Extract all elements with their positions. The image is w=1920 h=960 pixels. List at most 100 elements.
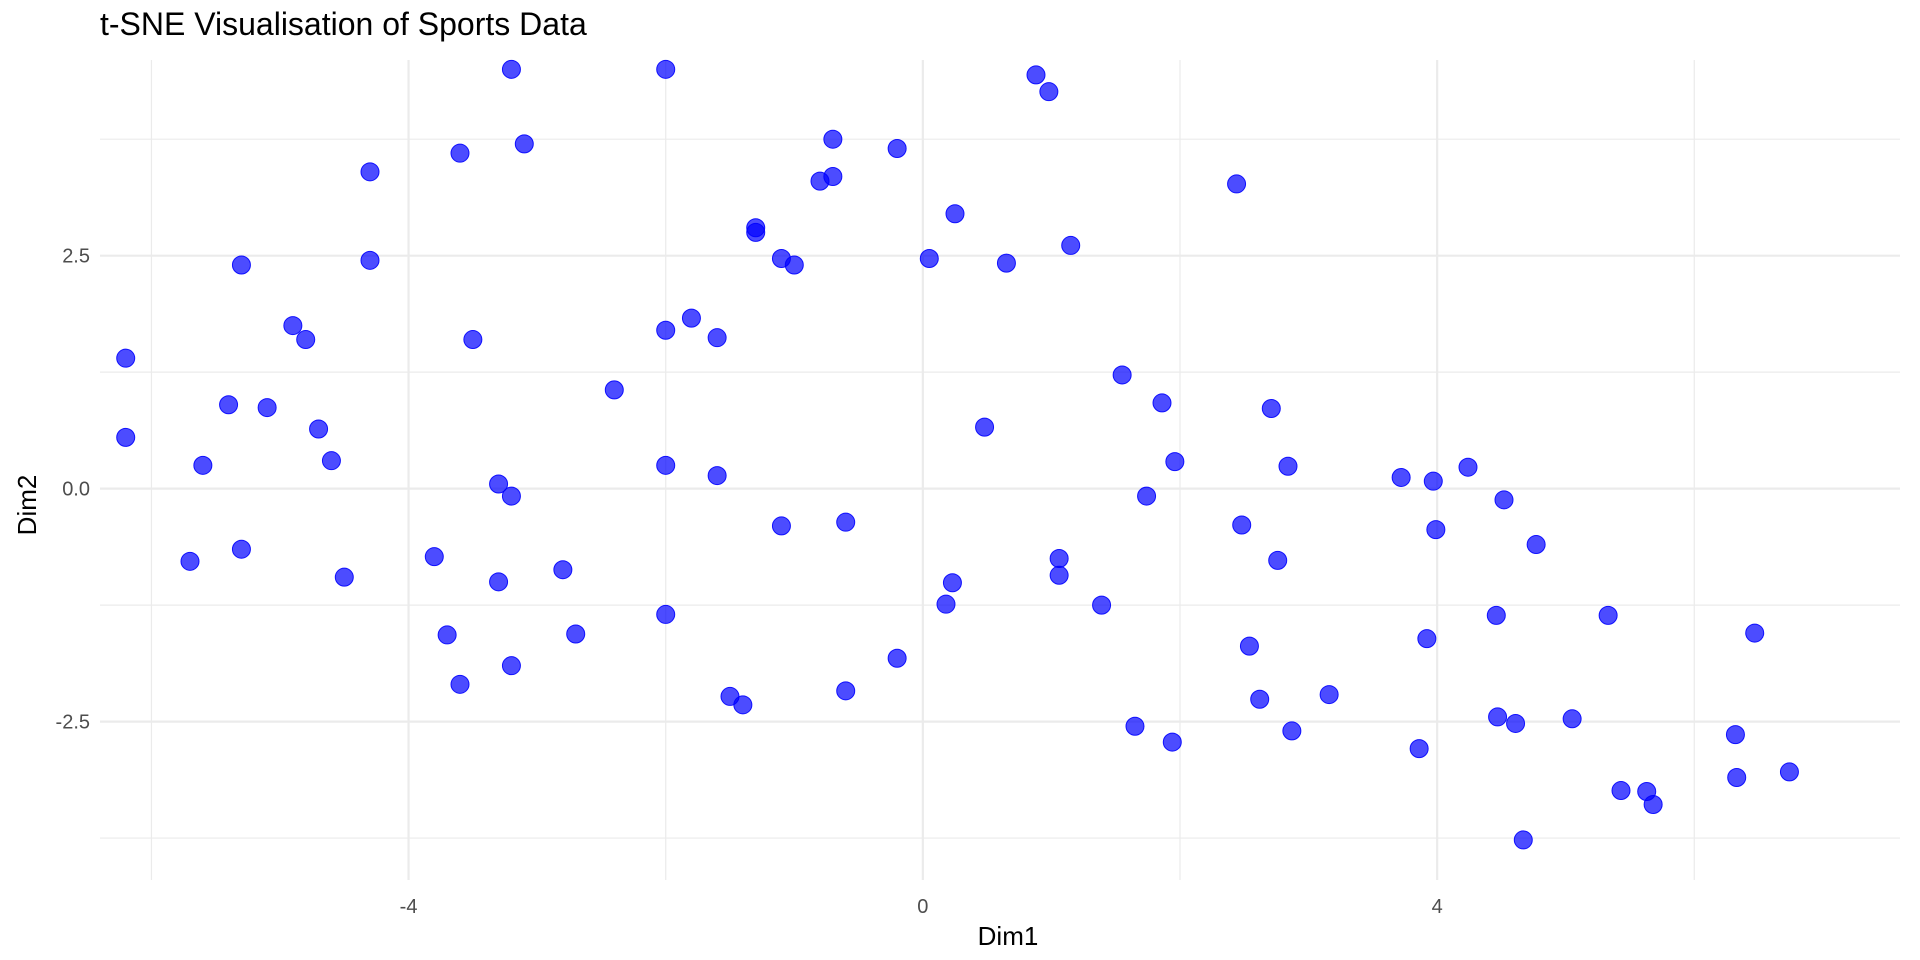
data-point <box>514 134 534 154</box>
data-point <box>1268 550 1288 570</box>
data-point <box>1391 467 1411 487</box>
data-point <box>1319 685 1339 705</box>
data-point <box>1250 689 1270 709</box>
data-point <box>746 218 766 238</box>
y-axis-title: Dim2 <box>12 475 42 536</box>
data-point <box>1232 515 1252 535</box>
data-point <box>437 625 457 645</box>
data-point <box>1261 399 1281 418</box>
data-point <box>231 539 251 559</box>
data-point <box>1562 709 1582 729</box>
data-point <box>450 674 470 694</box>
x-tick-label: -4 <box>400 896 418 918</box>
data-point <box>784 255 804 275</box>
data-point <box>887 139 907 159</box>
data-point <box>823 129 843 149</box>
data-point <box>681 308 701 328</box>
data-point <box>1112 365 1132 385</box>
data-point <box>1049 549 1069 569</box>
data-point <box>463 330 483 350</box>
data-point <box>1282 721 1302 741</box>
data-point <box>296 330 316 350</box>
data-point <box>553 560 573 580</box>
data-point <box>1486 605 1506 625</box>
data-point <box>936 594 956 614</box>
data-point <box>1026 65 1046 85</box>
data-point <box>321 451 341 471</box>
data-point <box>450 143 470 163</box>
data-point <box>219 395 239 415</box>
data-point <box>1727 768 1747 787</box>
data-point <box>1061 235 1081 255</box>
data-point <box>1506 713 1526 733</box>
data-point <box>1417 629 1437 649</box>
data-point <box>1278 456 1298 476</box>
data-point <box>942 573 962 593</box>
data-point <box>919 248 939 268</box>
data-point <box>1513 830 1533 850</box>
x-axis-ticks: -4 0 4 <box>400 896 1443 918</box>
data-point <box>1488 707 1508 727</box>
data-point <box>566 624 586 644</box>
data-point <box>501 486 521 506</box>
data-point <box>1125 716 1145 736</box>
data-point <box>1426 520 1446 540</box>
data-point <box>360 162 380 182</box>
y-tick-label: -2.5 <box>56 712 90 734</box>
y-tick-label: 2.5 <box>62 246 90 268</box>
data-point <box>1745 623 1765 643</box>
data-point <box>501 59 521 79</box>
data-point <box>1409 739 1429 759</box>
data-point <box>996 253 1016 273</box>
data-point <box>707 466 727 486</box>
data-point <box>1039 82 1059 102</box>
data-point <box>1152 393 1172 413</box>
data-point <box>656 59 676 79</box>
data-point <box>823 166 843 186</box>
major-gridlines <box>100 60 1900 880</box>
data-point <box>975 417 995 437</box>
data-point <box>1494 490 1514 510</box>
plot-background <box>100 60 1900 880</box>
data-point <box>116 427 136 447</box>
x-tick-label: 0 <box>917 896 928 918</box>
data-point <box>231 255 251 275</box>
data-point <box>1227 174 1247 194</box>
data-point <box>604 380 624 400</box>
data-point <box>1137 486 1157 506</box>
data-point <box>424 547 444 567</box>
data-point <box>193 455 213 475</box>
y-axis-ticks: -2.5 0.0 2.5 <box>56 246 90 734</box>
data-point <box>836 681 856 701</box>
data-point <box>1725 725 1745 745</box>
data-point <box>887 648 907 668</box>
data-point <box>656 604 676 624</box>
data-point <box>334 567 354 587</box>
data-point <box>707 328 727 348</box>
data-point <box>309 419 329 439</box>
data-point <box>656 455 676 475</box>
x-tick-label: 4 <box>1432 896 1443 918</box>
data-point <box>656 320 676 340</box>
data-point <box>1049 565 1069 585</box>
data-point <box>489 474 509 494</box>
data-points <box>116 59 1799 850</box>
data-point <box>1423 471 1443 491</box>
data-point <box>116 348 136 368</box>
data-point <box>283 316 303 336</box>
data-point <box>1239 636 1259 656</box>
data-point <box>733 695 753 715</box>
data-point <box>1598 605 1618 625</box>
data-point <box>771 516 791 536</box>
data-point <box>836 512 856 532</box>
data-point <box>501 656 521 676</box>
data-point <box>1162 732 1182 752</box>
data-point <box>1643 795 1663 815</box>
data-point <box>180 551 200 571</box>
chart-title: t-SNE Visualisation of Sports Data <box>100 6 587 42</box>
data-point <box>1779 762 1799 782</box>
data-point <box>945 204 965 224</box>
data-point <box>1526 535 1546 555</box>
data-point <box>1458 457 1478 477</box>
